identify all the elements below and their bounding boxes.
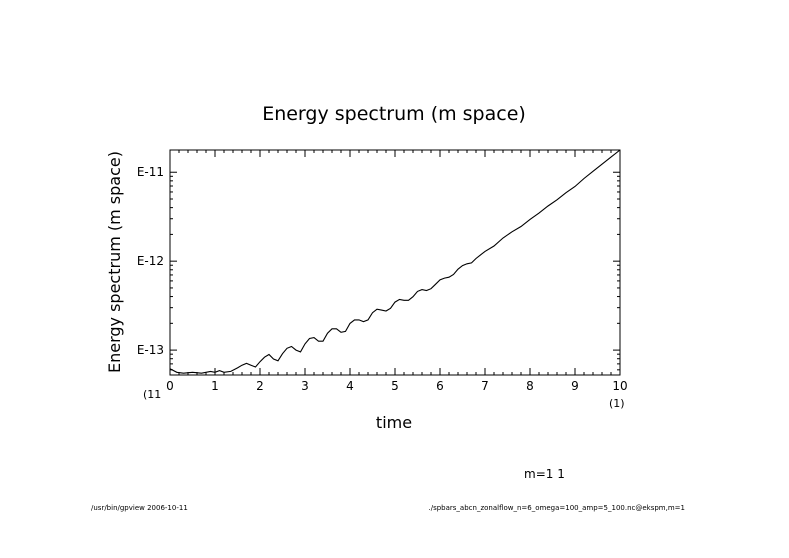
y-tick-label: E-12 <box>137 254 164 268</box>
footer-right: ./spbars_abcn_zonalflow_n=6_omega=100_am… <box>429 504 686 512</box>
x-tick-label: 9 <box>571 379 579 393</box>
x-tick-label: 6 <box>436 379 444 393</box>
x-tick-label: 5 <box>391 379 399 393</box>
x-scale-right: (1) <box>609 397 625 410</box>
x-tick-label: 3 <box>301 379 309 393</box>
y-axis-ticks: E-13 E-12 E-11 <box>137 165 620 371</box>
x-tick-label: 0 <box>166 379 174 393</box>
x-tick-label: 4 <box>346 379 354 393</box>
y-axis-label: Energy spectrum (m space) <box>105 151 124 373</box>
series-line-m1 <box>169 149 621 374</box>
x-tick-label: 7 <box>481 379 489 393</box>
x-tick-label: 1 <box>211 379 219 393</box>
x-scale-left: (11 <box>143 388 161 401</box>
x-tick-label: 8 <box>526 379 534 393</box>
x-tick-label: 10 <box>612 379 627 393</box>
y-tick-label: E-13 <box>137 343 164 357</box>
x-axis-label: time <box>376 413 412 432</box>
legend-label: m=1 1 <box>524 467 565 481</box>
chart-title: Energy spectrum (m space) <box>262 103 526 125</box>
y-tick-label: E-11 <box>137 165 164 179</box>
x-axis-ticks: 0 1 2 3 4 5 6 7 8 9 10 <box>166 150 628 393</box>
x-tick-label: 2 <box>256 379 264 393</box>
plot-frame <box>169 149 621 376</box>
footer-left: /usr/bin/gpview 2006-10-11 <box>91 504 188 512</box>
